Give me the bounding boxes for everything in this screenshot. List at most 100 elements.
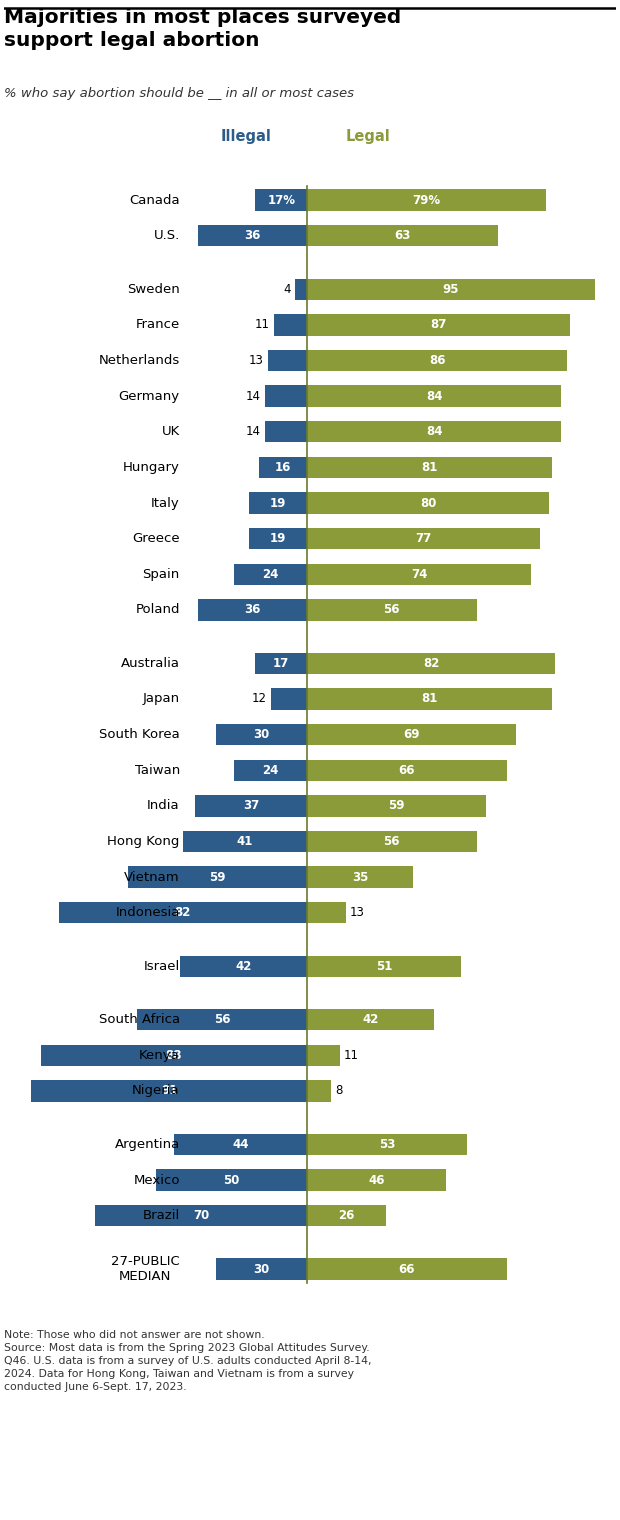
Text: 50: 50 bbox=[223, 1173, 239, 1187]
Bar bbox=[307, 421, 561, 442]
Bar bbox=[307, 1009, 434, 1031]
Bar bbox=[198, 599, 307, 620]
Text: 4: 4 bbox=[284, 283, 291, 296]
Text: % who say abortion should be __ in all or most cases: % who say abortion should be __ in all o… bbox=[4, 87, 354, 100]
Text: 26: 26 bbox=[338, 1208, 355, 1222]
Text: 44: 44 bbox=[232, 1138, 249, 1151]
Text: Indonesia: Indonesia bbox=[115, 906, 180, 920]
Text: Mexico: Mexico bbox=[133, 1173, 180, 1187]
Bar bbox=[307, 795, 485, 816]
Bar bbox=[271, 689, 307, 710]
Text: 81: 81 bbox=[422, 693, 438, 705]
Text: 16: 16 bbox=[275, 461, 291, 474]
Text: 53: 53 bbox=[379, 1138, 396, 1151]
Bar bbox=[59, 901, 307, 924]
Text: 66: 66 bbox=[399, 1263, 415, 1275]
Text: 63: 63 bbox=[394, 230, 410, 242]
Text: 19: 19 bbox=[270, 532, 286, 546]
Bar bbox=[307, 315, 570, 336]
Text: Greece: Greece bbox=[132, 532, 180, 546]
Text: 81: 81 bbox=[422, 461, 438, 474]
Text: 14: 14 bbox=[246, 389, 261, 403]
Bar bbox=[195, 795, 307, 816]
Bar bbox=[307, 760, 507, 781]
Bar bbox=[307, 492, 549, 514]
Bar bbox=[268, 350, 307, 371]
Text: 70: 70 bbox=[193, 1208, 209, 1222]
Bar bbox=[307, 901, 347, 924]
Text: South Africa: South Africa bbox=[99, 1014, 180, 1026]
Text: Netherlands: Netherlands bbox=[99, 354, 180, 366]
Text: Hong Kong: Hong Kong bbox=[107, 834, 180, 848]
Text: 88: 88 bbox=[166, 1049, 182, 1062]
Text: 91: 91 bbox=[161, 1084, 177, 1097]
Bar bbox=[307, 278, 595, 299]
Text: U.S.: U.S. bbox=[154, 230, 180, 242]
Text: 17%: 17% bbox=[267, 193, 295, 207]
Text: 19: 19 bbox=[270, 497, 286, 509]
Text: 84: 84 bbox=[426, 426, 443, 438]
Text: Legal: Legal bbox=[345, 129, 390, 143]
Text: France: France bbox=[136, 318, 180, 331]
Text: India: India bbox=[147, 800, 180, 812]
Text: Sweden: Sweden bbox=[127, 283, 180, 296]
Bar bbox=[307, 689, 552, 710]
Bar bbox=[249, 492, 307, 514]
Bar bbox=[307, 724, 516, 745]
Bar bbox=[183, 831, 307, 853]
Bar bbox=[216, 1259, 307, 1280]
Text: Note: Those who did not answer are not shown.
Source: Most data is from the Spri: Note: Those who did not answer are not s… bbox=[4, 1330, 371, 1392]
Text: 30: 30 bbox=[254, 728, 270, 742]
Text: 30: 30 bbox=[254, 1263, 270, 1275]
Bar bbox=[307, 1259, 507, 1280]
Text: 36: 36 bbox=[244, 603, 260, 617]
Text: Vietnam: Vietnam bbox=[124, 871, 180, 883]
Text: 11: 11 bbox=[255, 318, 270, 331]
Bar bbox=[307, 190, 546, 211]
Bar bbox=[32, 1081, 307, 1102]
Bar bbox=[273, 315, 307, 336]
Bar bbox=[307, 866, 413, 888]
Text: 56: 56 bbox=[384, 834, 400, 848]
Bar bbox=[265, 421, 307, 442]
Text: 12: 12 bbox=[252, 693, 267, 705]
Text: 56: 56 bbox=[214, 1014, 231, 1026]
Bar bbox=[307, 1081, 331, 1102]
Text: Germany: Germany bbox=[118, 389, 180, 403]
Text: Italy: Italy bbox=[151, 497, 180, 509]
Bar bbox=[307, 527, 540, 549]
Text: 8: 8 bbox=[335, 1084, 342, 1097]
Bar bbox=[180, 956, 307, 977]
Text: 77: 77 bbox=[415, 532, 432, 546]
Bar bbox=[307, 1205, 386, 1227]
Text: 66: 66 bbox=[399, 763, 415, 777]
Bar bbox=[128, 866, 307, 888]
Text: 41: 41 bbox=[237, 834, 253, 848]
Text: Taiwan: Taiwan bbox=[135, 763, 180, 777]
Text: Illegal: Illegal bbox=[221, 129, 272, 143]
Text: 74: 74 bbox=[411, 568, 427, 581]
Bar bbox=[307, 456, 552, 479]
Text: 69: 69 bbox=[403, 728, 420, 742]
Bar bbox=[234, 564, 307, 585]
Bar bbox=[216, 724, 307, 745]
Text: Japan: Japan bbox=[143, 693, 180, 705]
Text: 27-PUBLIC
MEDIAN: 27-PUBLIC MEDIAN bbox=[111, 1256, 180, 1283]
Bar bbox=[40, 1044, 307, 1066]
Text: UK: UK bbox=[162, 426, 180, 438]
Bar bbox=[307, 1134, 467, 1155]
Text: 87: 87 bbox=[430, 318, 447, 331]
Text: 80: 80 bbox=[420, 497, 436, 509]
Bar bbox=[307, 599, 477, 620]
Text: Argentina: Argentina bbox=[115, 1138, 180, 1151]
Text: Spain: Spain bbox=[143, 568, 180, 581]
Text: 51: 51 bbox=[376, 959, 392, 973]
Text: 82: 82 bbox=[423, 657, 440, 670]
Text: 17: 17 bbox=[273, 657, 290, 670]
Bar bbox=[307, 564, 531, 585]
Text: 82: 82 bbox=[175, 906, 191, 920]
Text: 59: 59 bbox=[388, 800, 404, 812]
Bar bbox=[307, 652, 556, 673]
Text: 35: 35 bbox=[352, 871, 368, 883]
Text: Majorities in most places surveyed
support legal abortion: Majorities in most places surveyed suppo… bbox=[4, 8, 401, 50]
